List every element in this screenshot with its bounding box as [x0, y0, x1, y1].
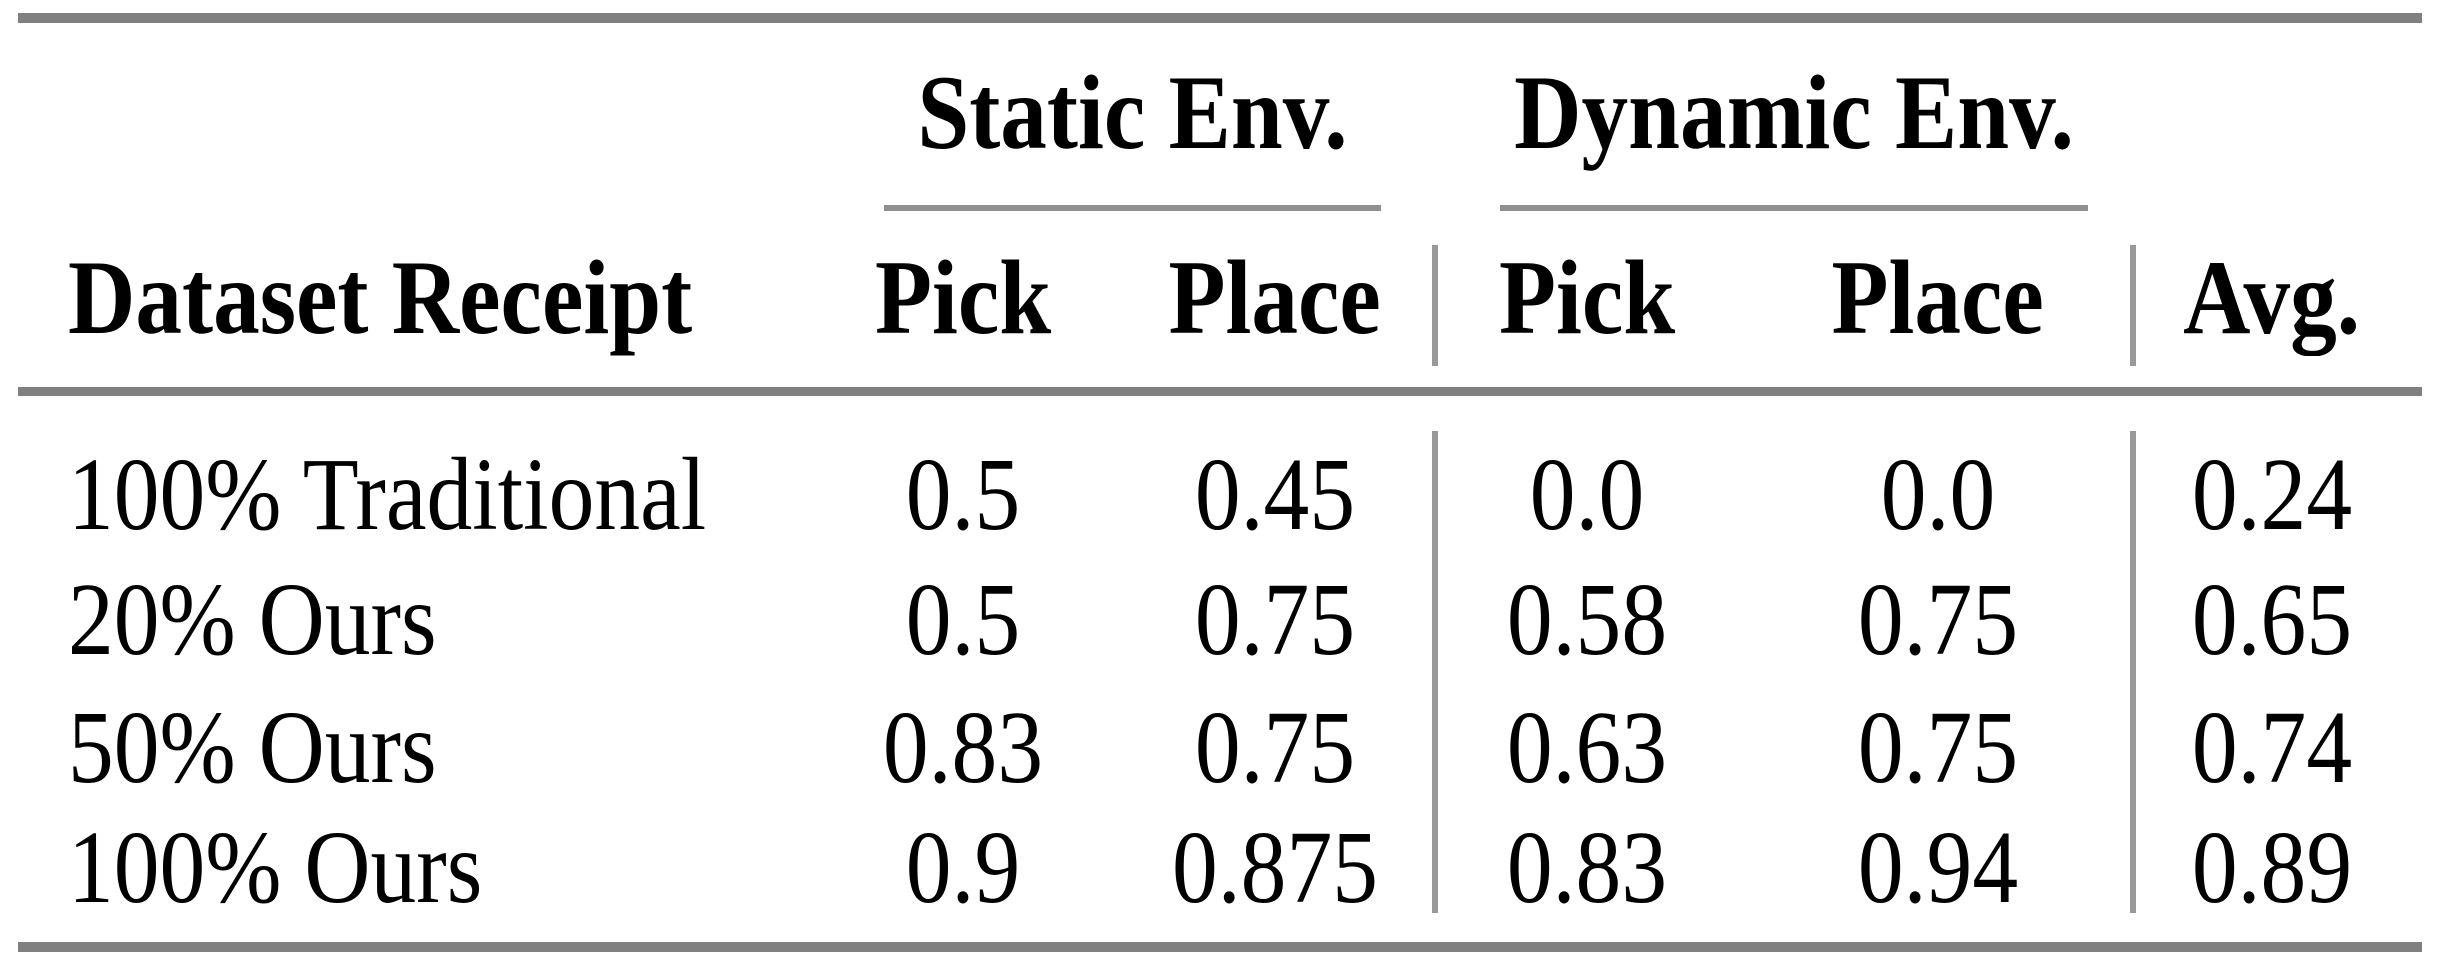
group-header-static-env-label: Static Env. [917, 54, 1348, 171]
col-header-dynamic-place: Place [1758, 230, 2118, 365]
row-label: 20% Ours [60, 555, 1318, 685]
cell-static-place: 0.75 [1095, 555, 1455, 685]
cell-dynamic-pick: 0.83 [1407, 803, 1767, 933]
vline-static-dynamic-body [1432, 431, 1438, 913]
cell-dynamic-pick: 0.58 [1407, 555, 1767, 685]
row-label-text: 100% Ours [68, 810, 483, 925]
cell-static-pick: 0.9 [783, 803, 1143, 933]
cell-avg: 0.65 [2122, 555, 2422, 685]
cell-value: 0.58 [1506, 562, 1668, 677]
cell-value: 0.875 [1172, 810, 1378, 925]
row-label-text: 20% Ours [68, 562, 437, 677]
group-header-static-env: Static Env. [884, 52, 1381, 174]
static-env-cmidrule [884, 205, 1381, 211]
cell-value: 0.0 [1529, 437, 1645, 552]
cell-avg: 0.74 [2122, 683, 2422, 813]
cell-avg: 0.24 [2122, 430, 2422, 560]
cell-value: 0.5 [905, 437, 1021, 552]
cell-static-pick: 0.5 [783, 555, 1143, 685]
cell-dynamic-place: 0.75 [1758, 555, 2118, 685]
table-bottom-rule [18, 942, 2422, 952]
cell-value: 0.0 [1880, 437, 1996, 552]
cell-static-place: 0.875 [1095, 803, 1455, 933]
cell-value: 0.5 [905, 562, 1021, 677]
cell-dynamic-pick: 0.0 [1407, 430, 1767, 560]
row-label-text: 50% Ours [68, 690, 437, 805]
col-header-dataset-receipt: Dataset Receipt [60, 230, 1318, 365]
cell-value: 0.75 [1194, 690, 1356, 805]
cell-value: 0.45 [1194, 437, 1356, 552]
row-label: 50% Ours [60, 683, 1318, 813]
col-header-dynamic-pick: Pick [1407, 230, 1767, 365]
cell-value: 0.74 [2191, 690, 2353, 805]
row-label: 100% Ours [60, 803, 1318, 933]
cell-dynamic-place: 0.0 [1758, 430, 2118, 560]
row-label-text: 100% Traditional [68, 437, 707, 552]
col-header-dynamic-pick-label: Pick [1498, 238, 1676, 356]
col-header-static-pick-label: Pick [874, 238, 1052, 356]
cell-static-pick: 0.83 [783, 683, 1143, 813]
cell-value: 0.24 [2191, 437, 2353, 552]
cell-value: 0.94 [1857, 810, 2019, 925]
group-header-dynamic-env-label: Dynamic Env. [1514, 54, 2074, 171]
cell-value: 0.83 [1506, 810, 1668, 925]
cell-dynamic-pick: 0.63 [1407, 683, 1767, 813]
cell-value: 0.63 [1506, 690, 1668, 805]
cell-static-place: 0.75 [1095, 683, 1455, 813]
vline-avg-header [2130, 245, 2136, 366]
cell-dynamic-place: 0.94 [1758, 803, 2118, 933]
table-top-rule [18, 13, 2422, 23]
dynamic-env-cmidrule [1500, 205, 2088, 211]
col-header-static-place-label: Place [1168, 238, 1382, 356]
vline-static-dynamic-header [1432, 245, 1438, 366]
cell-value: 0.75 [1194, 562, 1356, 677]
col-header-dynamic-place-label: Place [1831, 238, 2045, 356]
cell-value: 0.75 [1857, 562, 2019, 677]
cell-value: 0.9 [905, 810, 1021, 925]
cell-avg: 0.89 [2122, 803, 2422, 933]
col-header-static-place: Place [1095, 230, 1455, 365]
cell-value: 0.83 [882, 690, 1044, 805]
cell-value: 0.75 [1857, 690, 2019, 805]
vline-avg-body [2130, 431, 2136, 913]
col-header-avg-label: Avg. [2183, 238, 2361, 356]
group-header-dynamic-env: Dynamic Env. [1500, 52, 2088, 174]
col-header-avg: Avg. [2122, 230, 2422, 365]
cell-dynamic-place: 0.75 [1758, 683, 2118, 813]
col-header-dataset-receipt-label: Dataset Receipt [68, 238, 693, 356]
row-label: 100% Traditional [60, 430, 1318, 560]
cell-static-place: 0.45 [1095, 430, 1455, 560]
cell-value: 0.65 [2191, 562, 2353, 677]
cell-static-pick: 0.5 [783, 430, 1143, 560]
table-header-rule [18, 387, 2422, 396]
col-header-static-pick: Pick [783, 230, 1143, 365]
cell-value: 0.89 [2191, 810, 2353, 925]
